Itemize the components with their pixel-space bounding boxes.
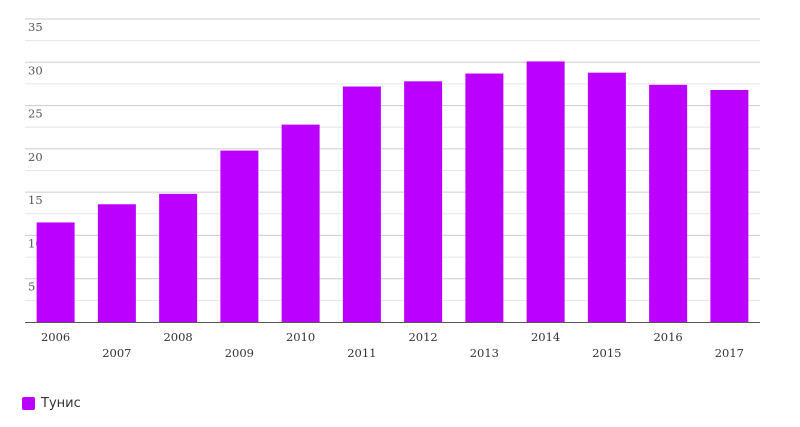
bar-2006[interactable] bbox=[36, 222, 75, 322]
x-tick-label: 2013 bbox=[470, 346, 499, 360]
bar-2016[interactable] bbox=[649, 84, 688, 323]
x-tick-label: 2012 bbox=[408, 330, 437, 344]
bar-2015[interactable] bbox=[587, 72, 626, 322]
y-tick-label: 20 bbox=[28, 150, 43, 164]
y-tick-label: 5 bbox=[28, 280, 35, 294]
bar-2009[interactable] bbox=[220, 150, 259, 322]
x-tick-label: 2008 bbox=[163, 330, 192, 344]
x-tick-label: 2016 bbox=[653, 330, 682, 344]
y-tick-label: 35 bbox=[28, 20, 43, 34]
x-tick-label: 2009 bbox=[225, 346, 254, 360]
y-tick-label: 15 bbox=[28, 193, 43, 207]
bar-2013[interactable] bbox=[465, 73, 504, 322]
bar-2007[interactable] bbox=[97, 204, 136, 322]
legend: Тунис bbox=[22, 396, 81, 411]
y-tick-label: 30 bbox=[28, 63, 43, 77]
x-tick-label: 2015 bbox=[592, 346, 621, 360]
bar-2010[interactable] bbox=[281, 124, 320, 322]
x-tick-label: 2014 bbox=[531, 330, 560, 344]
x-tick-label: 2010 bbox=[286, 330, 315, 344]
x-tick-label: 2017 bbox=[715, 346, 744, 360]
x-tick-label: 2007 bbox=[102, 346, 131, 360]
x-tick-label: 2006 bbox=[41, 330, 70, 344]
y-tick-label: 25 bbox=[28, 107, 43, 121]
bar-2008[interactable] bbox=[159, 193, 198, 322]
legend-label: Тунис bbox=[41, 396, 81, 411]
bar-2012[interactable] bbox=[404, 81, 443, 323]
bar-2017[interactable] bbox=[710, 89, 749, 322]
bar-2011[interactable] bbox=[342, 86, 381, 322]
bar-chart: 5101520253035200620072008200920102011201… bbox=[25, 18, 760, 360]
bar-2014[interactable] bbox=[526, 61, 565, 323]
legend-swatch bbox=[22, 397, 35, 410]
x-tick-label: 2011 bbox=[347, 346, 376, 360]
